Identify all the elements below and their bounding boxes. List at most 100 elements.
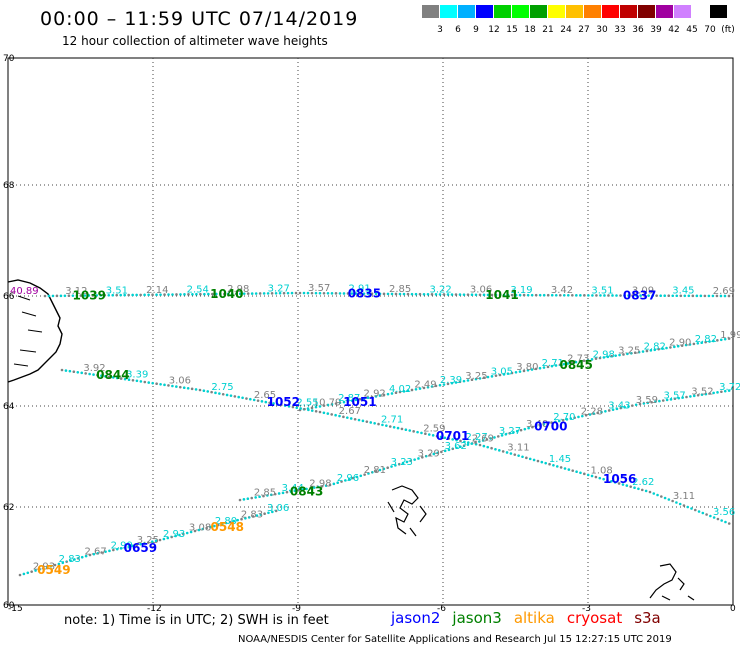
track-dot <box>401 461 405 465</box>
track-dot <box>229 394 233 397</box>
legend-label: 39 <box>650 25 662 35</box>
swh-value: 3.40 <box>526 419 548 430</box>
track-dot <box>252 398 256 402</box>
track-dot <box>175 385 178 388</box>
legend-label: 70 <box>704 25 716 35</box>
track-dot <box>667 498 671 501</box>
track-dot <box>594 475 598 479</box>
satellite-altika: altika <box>513 609 555 627</box>
track-dot <box>643 294 646 297</box>
y-tick-label: 68 <box>3 181 15 191</box>
track-dot <box>515 429 519 433</box>
swh-value: 3.56 <box>713 507 735 518</box>
track-dot <box>709 514 712 518</box>
track-dot <box>482 376 486 380</box>
track-dot <box>84 372 87 375</box>
track-5 <box>18 509 278 577</box>
track-dot <box>198 388 202 392</box>
track-dot <box>466 441 470 444</box>
track-dot <box>692 342 696 346</box>
track-dot <box>38 568 41 571</box>
satellite-legend: jason2 jason3 altika cryosat s3a <box>391 609 673 627</box>
track-dot <box>723 337 727 341</box>
track-dot <box>607 409 611 412</box>
track-dot <box>586 358 590 362</box>
track-dot <box>334 292 338 295</box>
track-dot <box>538 423 542 427</box>
track-1 <box>43 291 731 298</box>
track-dot <box>578 360 582 363</box>
track-dot <box>641 350 645 353</box>
track-dot <box>583 472 586 476</box>
track-dot <box>404 428 408 432</box>
track-dot <box>638 402 642 406</box>
swh-value: 2.75 <box>211 382 233 393</box>
track-dot <box>334 402 338 405</box>
legend-label: 12 <box>488 25 500 35</box>
track-dot <box>73 558 76 561</box>
track-dot <box>683 294 687 298</box>
track-dot <box>289 490 293 493</box>
track-dot <box>370 395 374 399</box>
track-dot <box>347 477 351 481</box>
track-dot <box>673 345 676 349</box>
track-dot <box>470 293 474 297</box>
swh-value: 2.14 <box>146 285 168 296</box>
track-dot <box>266 494 269 497</box>
track-dot <box>679 294 683 298</box>
track-dot <box>656 493 659 497</box>
track-dot <box>353 417 357 421</box>
track-dot <box>67 294 71 298</box>
legend-label: 21 <box>542 25 554 35</box>
track-dot <box>458 380 462 384</box>
track-dot <box>490 293 494 297</box>
track-dot <box>123 293 126 297</box>
map-frame <box>7 57 734 606</box>
track-dot <box>285 490 289 494</box>
track-dot <box>100 374 103 378</box>
x-tick-label: 0 <box>730 604 736 614</box>
legend-label: 18 <box>524 25 536 35</box>
track-dot <box>514 370 518 374</box>
swh-value: 3.39 <box>126 369 148 380</box>
track-dot <box>496 435 500 438</box>
track-dot <box>724 520 727 524</box>
track-dot <box>518 293 522 297</box>
track-dot <box>498 449 501 452</box>
swh-value: 3.06 <box>169 375 191 386</box>
y-tick-label: 66 <box>3 292 15 302</box>
track-dot <box>373 421 376 425</box>
track-dot <box>166 536 170 540</box>
track-dot <box>708 392 712 395</box>
track-dot <box>394 391 398 395</box>
track-dot <box>178 533 181 537</box>
track-dot <box>625 484 629 487</box>
track-dot <box>258 495 261 499</box>
swh-value: 3.42 <box>551 285 573 296</box>
track-dot <box>221 392 225 396</box>
track-dot <box>135 379 139 383</box>
track-dot <box>504 433 508 436</box>
pass-time-label: 1052 <box>267 395 300 409</box>
track-dot <box>447 448 451 452</box>
legend-label: 42 <box>668 25 680 35</box>
track-dot <box>455 438 458 442</box>
pass-time-label: 0549 <box>37 563 70 577</box>
track-dot <box>119 377 123 380</box>
track-dot <box>171 293 174 296</box>
track-dot <box>183 293 186 296</box>
track-dot <box>222 292 226 296</box>
track-dot <box>522 369 526 373</box>
track-dot <box>510 371 514 375</box>
track-dot <box>623 405 626 409</box>
track-dot <box>361 419 365 423</box>
track-dot <box>454 381 458 384</box>
track-dot <box>647 294 650 297</box>
track-dot <box>435 434 439 438</box>
track-dot <box>414 387 418 391</box>
track-dot <box>443 449 447 453</box>
track-dot <box>506 293 510 297</box>
track-dot <box>478 443 482 447</box>
track-dot <box>64 369 68 372</box>
track-dot <box>406 292 410 296</box>
